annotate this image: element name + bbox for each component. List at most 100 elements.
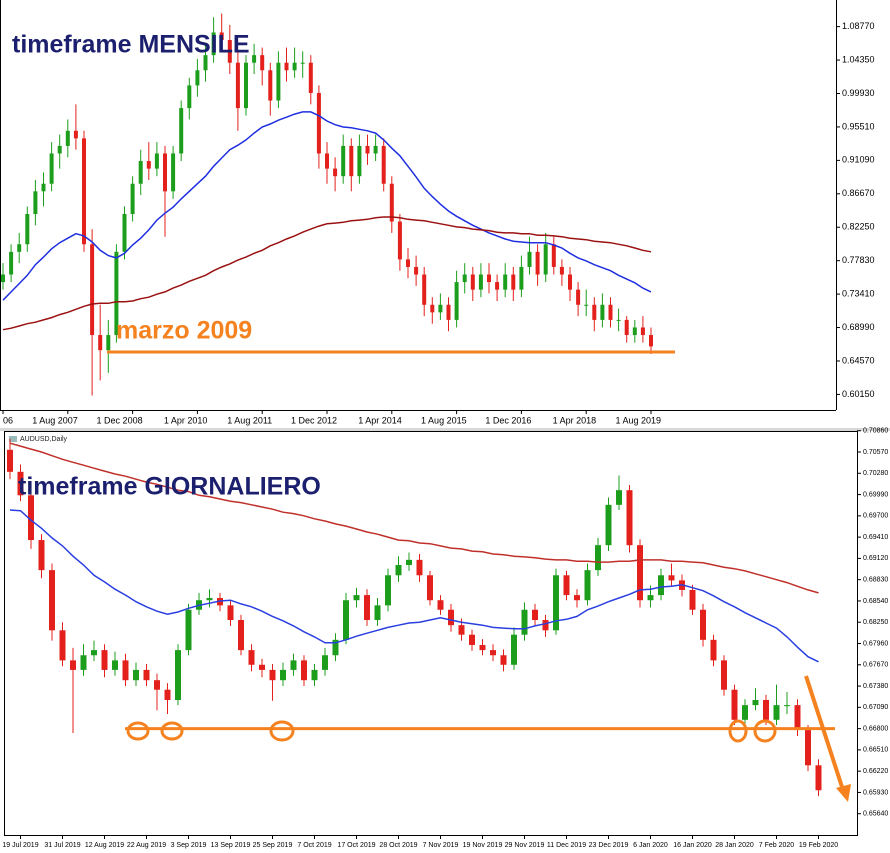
candle-body xyxy=(521,609,528,635)
candle-body xyxy=(276,62,281,101)
x-tick-label: 1 Dec 2012 xyxy=(291,415,337,425)
candle-body xyxy=(381,145,386,184)
x-tick-label: 3 Sep 2019 xyxy=(171,842,207,849)
candle-body xyxy=(146,161,151,169)
candle-body xyxy=(624,319,629,336)
candle-body xyxy=(49,153,54,184)
candle-body xyxy=(422,274,427,305)
candle-body xyxy=(535,251,540,275)
candle-body xyxy=(427,575,433,601)
candle-body xyxy=(527,251,532,267)
y-tick-label: 0.86670 xyxy=(842,188,875,198)
candle-body xyxy=(551,244,556,267)
candle-body xyxy=(752,700,759,706)
candle-body xyxy=(647,595,654,601)
candle-body xyxy=(211,32,216,56)
circle xyxy=(728,719,748,743)
y-tick-label: 0.70280 xyxy=(863,470,888,477)
candle-body xyxy=(101,650,108,670)
candle-body xyxy=(511,634,517,665)
candle-body xyxy=(322,655,328,670)
x-tick-label: 16 Jan 2020 xyxy=(673,842,712,849)
y-tick-label: 0.65930 xyxy=(863,789,888,796)
candle-body xyxy=(259,664,265,670)
candle-body xyxy=(41,183,46,192)
candle-body xyxy=(395,565,402,576)
candle-body xyxy=(28,495,34,541)
x-tick-label: 19 Jul 2019 xyxy=(2,842,38,849)
candle-body xyxy=(316,92,321,154)
candle-body xyxy=(185,609,192,651)
candle-body xyxy=(343,600,349,640)
y-tick-label: 0.66220 xyxy=(863,768,888,775)
x-tick-label: 19 Feb 2020 xyxy=(799,842,838,849)
frame xyxy=(4,431,858,836)
candle-body xyxy=(503,274,508,290)
candle-body xyxy=(122,214,127,252)
candle-body xyxy=(574,595,580,601)
y-tick-label: 0.69120 xyxy=(863,555,888,562)
candle-body xyxy=(206,598,213,601)
candle-body xyxy=(608,304,613,320)
candle-body xyxy=(227,605,234,621)
y-tick-label: 0.82250 xyxy=(842,222,875,232)
candle-body xyxy=(292,62,297,71)
candle-body xyxy=(25,214,30,245)
candle-body xyxy=(73,130,78,139)
candle-body xyxy=(479,644,486,651)
candle-body xyxy=(649,335,653,347)
candle-body xyxy=(7,449,13,472)
candle-body xyxy=(731,689,738,720)
x-tick-label: 1 Aug 2007 xyxy=(32,415,78,425)
candle-body xyxy=(9,251,14,275)
candle-body xyxy=(195,70,200,86)
candle-body xyxy=(487,274,491,283)
candle-body xyxy=(559,266,564,275)
candle-body xyxy=(203,55,208,71)
candle-body xyxy=(605,504,612,546)
y-tick-label: 0.67960 xyxy=(863,640,888,647)
y-tick-label: 0.68830 xyxy=(863,577,888,584)
circle-annotations xyxy=(126,719,777,743)
candle-body xyxy=(349,145,354,177)
y-tick-label: 0.66800 xyxy=(863,725,888,732)
y-tick-label: 1.04350 xyxy=(842,54,875,64)
circle xyxy=(160,721,184,741)
candle-body xyxy=(332,639,339,656)
candle-body xyxy=(373,145,378,154)
candle-body xyxy=(478,274,483,290)
candle-body xyxy=(511,274,516,290)
candle-body xyxy=(91,650,97,656)
candle-body xyxy=(284,62,289,71)
candle-body xyxy=(632,327,637,336)
candle-body xyxy=(227,40,232,63)
candle-body xyxy=(495,282,500,290)
y-tick-label: 0.68250 xyxy=(863,619,888,626)
candle-body xyxy=(668,575,675,581)
candle-body xyxy=(179,108,184,154)
candle-body xyxy=(244,62,248,109)
candle-body xyxy=(163,153,167,192)
candle-body xyxy=(308,62,313,93)
y-tick-label: 0.77830 xyxy=(842,255,875,265)
x-tick-label: 11 Dec 2019 xyxy=(547,842,586,849)
candle-body xyxy=(353,595,360,601)
candle-body xyxy=(414,266,419,275)
candle-body xyxy=(290,660,297,670)
x-tick-label: 31 Jul 2019 xyxy=(44,842,80,849)
candle-body xyxy=(773,705,780,720)
panel-divider xyxy=(0,428,890,431)
y-tick-label: 0.70570 xyxy=(863,449,888,456)
ma-line xyxy=(9,509,819,663)
candle-body xyxy=(595,545,601,571)
arrow xyxy=(804,675,851,802)
arrow-head xyxy=(836,784,851,802)
candle-body xyxy=(122,660,129,681)
candle-body xyxy=(106,335,111,351)
candle-body xyxy=(269,669,276,681)
y-tick-label: 0.73410 xyxy=(842,288,875,298)
y-tick-label: 0.64570 xyxy=(842,355,875,365)
candle-body xyxy=(187,85,192,109)
candle-body xyxy=(17,471,24,496)
